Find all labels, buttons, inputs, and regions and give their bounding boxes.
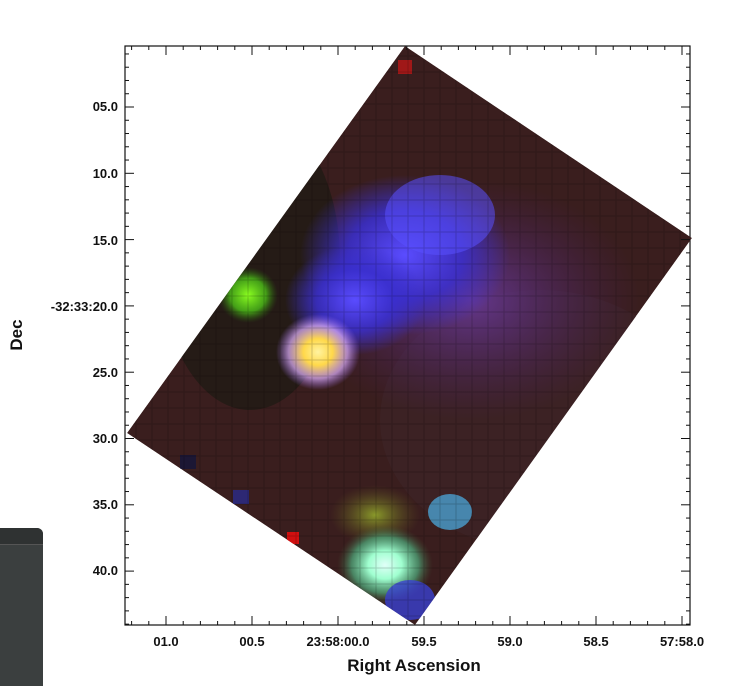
- side-panel-titlebar[interactable]: [0, 528, 43, 545]
- y-tick-label: 35.0: [93, 497, 118, 512]
- y-tick-label: -32:33:20.0: [51, 299, 118, 314]
- x-tick-label: 57:58.0: [660, 634, 704, 649]
- y-tick-label: 40.0: [93, 563, 118, 578]
- axis-ticks: [125, 46, 690, 625]
- x-axis-title: Right Ascension: [347, 656, 481, 675]
- x-tick-label: 01.0: [153, 634, 178, 649]
- x-tick-label: 58.5: [583, 634, 608, 649]
- x-tick-label: 59.0: [497, 634, 522, 649]
- y-tick-label: 10.0: [93, 166, 118, 181]
- y-axis-title: Dec: [7, 319, 26, 350]
- yellow-core: [276, 314, 360, 390]
- x-tick-label: 23:58:00.0: [307, 634, 370, 649]
- y-tick-label: 25.0: [93, 365, 118, 380]
- y-tick-label: 30.0: [93, 431, 118, 446]
- x-tick-label: 59.5: [411, 634, 436, 649]
- y-tick-label: 05.0: [93, 99, 118, 114]
- side-panel[interactable]: [0, 528, 43, 686]
- x-tick-label: 00.5: [239, 634, 264, 649]
- y-tick-labels: 05.0 10.0 15.0 -32:33:20.0 25.0 30.0 35.…: [51, 99, 118, 578]
- y-tick-label: 15.0: [93, 233, 118, 248]
- x-tick-labels: 01.0 00.5 23:58:00.0 59.5 59.0 58.5 57:5…: [153, 634, 704, 649]
